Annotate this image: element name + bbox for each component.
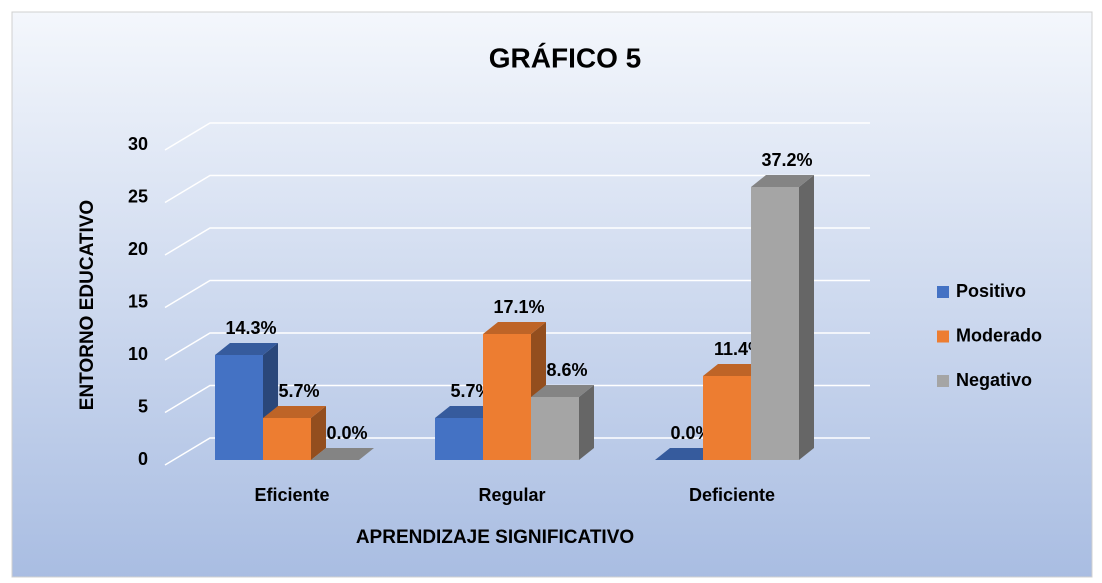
chart-background [11,11,1093,578]
bar-top [215,343,278,355]
bar-front [751,187,799,460]
legend-swatch [937,375,949,387]
bar [531,385,594,460]
chart-title: GRÁFICO 5 [489,42,641,73]
y-tick-label: 0 [138,449,148,469]
legend-label: Positivo [956,281,1026,301]
data-label: 17.1% [493,297,544,317]
bar-top [531,385,594,397]
bar [263,406,326,460]
grid-line [164,227,870,256]
data-label: 5.7% [450,381,491,401]
bar-top [655,448,718,460]
data-label: 14.3% [225,318,276,338]
bar-top [751,175,814,187]
data-label: 0.0% [670,423,711,443]
y-axis-title: ENTORNO EDUCATIVO [77,200,98,410]
y-tick-label: 5 [138,396,148,416]
bar-front [435,418,483,460]
grid-line [164,437,870,466]
grid-line [164,332,870,361]
bar-side [799,175,814,460]
bar-top [311,448,374,460]
x-tick-label: Eficiente [254,485,329,505]
grid-line [164,279,870,309]
bar-top [435,406,498,418]
bar-front [215,355,263,460]
y-tick-label: 30 [128,134,148,154]
grid-line [164,122,870,151]
legend-swatch [937,330,949,343]
x-tick-label: Deficiente [689,485,775,505]
bar-top [483,322,546,334]
legend-swatch [937,286,949,298]
grid-line [164,174,870,204]
bar-side [579,385,594,460]
y-tick-label: 20 [128,239,148,259]
x-tick-label: Regular [478,485,545,505]
data-label: 0.0% [326,423,367,443]
data-label: 37.2% [761,150,812,170]
legend-label: Moderado [956,325,1042,345]
legend-label: Negativo [956,370,1032,390]
bar-front [483,334,531,460]
bar [655,448,718,460]
bar [311,448,374,460]
bar-top [263,406,326,418]
data-label: 5.7% [278,381,319,401]
bar-front [263,418,311,460]
y-tick-label: 15 [128,291,148,311]
grid-line [164,384,870,414]
x-axis-title: APRENDIZAJE SIGNIFICATIVO [356,527,634,548]
bar-front [531,397,579,460]
bar-front [703,376,751,460]
data-label: 8.6% [546,360,587,380]
bar-top [703,364,766,376]
y-tick-label: 25 [128,186,148,206]
y-tick-label: 10 [128,344,148,364]
bar-side [311,406,326,460]
bar [751,175,814,460]
